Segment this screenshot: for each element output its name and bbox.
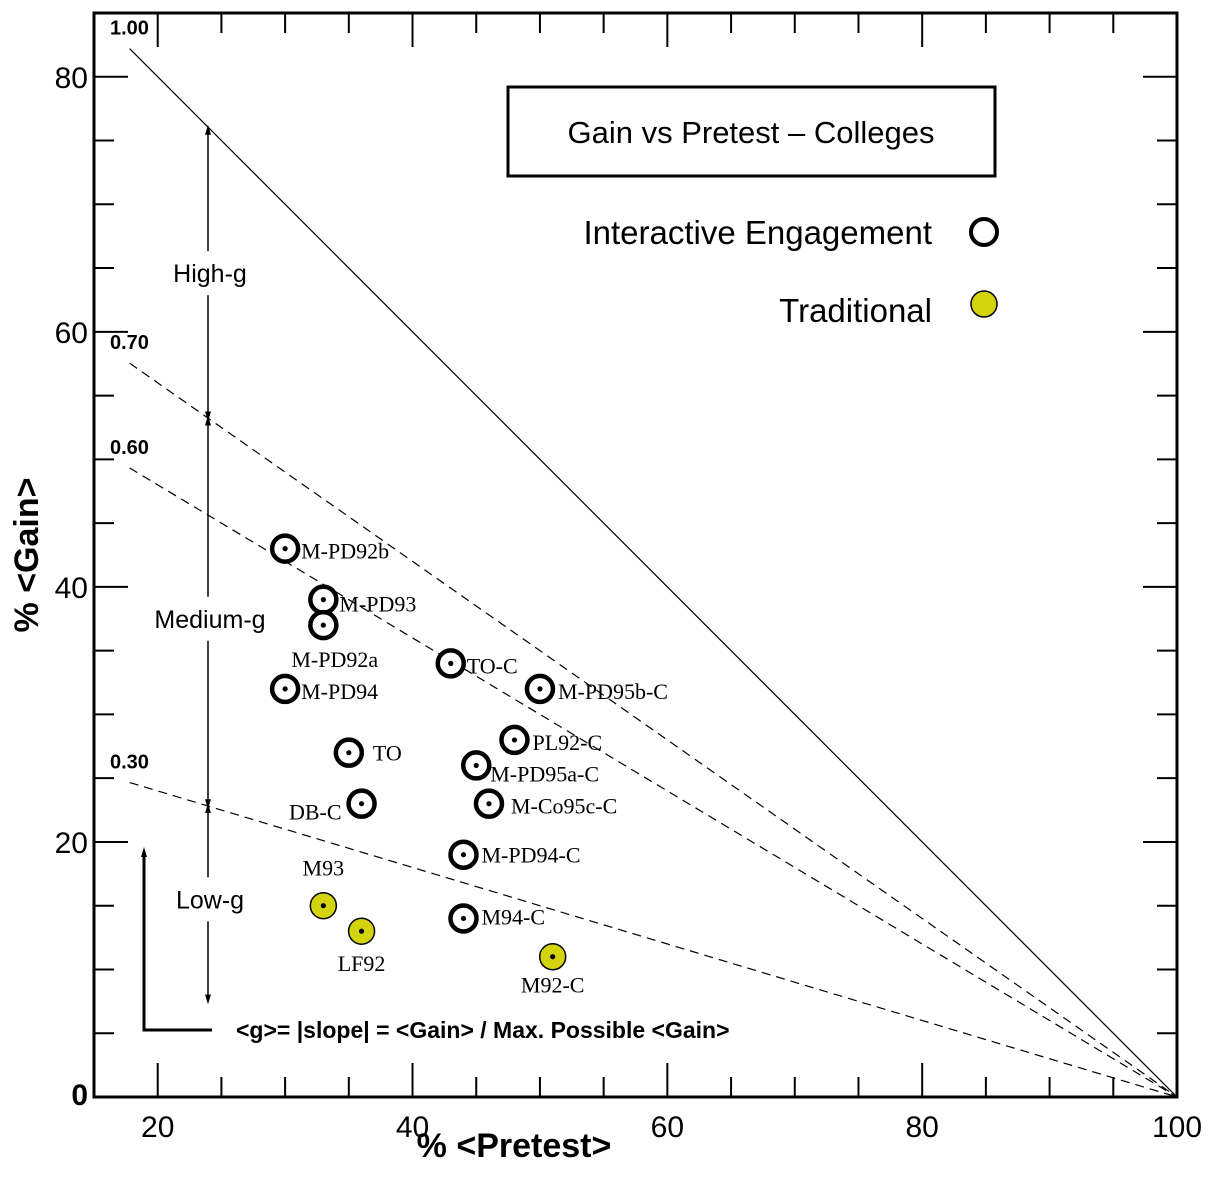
point-center-dot [320,622,326,628]
point-center-dot [550,954,556,960]
point-center-dot [320,903,326,909]
point-center-dot [460,915,467,922]
point-center-dot [473,762,479,769]
point-center-dot [460,852,467,858]
x-tick-label: 20 [141,1111,174,1144]
x-tick-label: 40 [396,1111,429,1144]
legend-marker-traditional [970,290,998,318]
g-line [129,781,1178,1098]
x-tick-label: 60 [651,1111,684,1144]
point-center-dot [358,928,365,934]
point-label: PL92-C [532,730,602,755]
legend-title-box [506,85,997,178]
band-label: Medium-g [154,606,265,634]
g-line [129,467,1178,1098]
legend-entry-interactive: Interactive Engagement [583,214,932,251]
g-line-label: 0.30 [110,752,149,774]
g-band-arrows: High-g Medium-g Low-g [154,124,266,1005]
point-label: M-PD95a-C [490,761,599,786]
g-line [129,48,1178,1098]
band-label: Low-g [176,886,244,914]
point-center-dot [486,801,492,807]
point-center-dot [320,597,326,603]
point-label: TO-C [467,653,518,678]
legend-marker-interactive [969,217,999,247]
point-center-dot [346,750,352,756]
point-label: M-PD92b [301,539,389,564]
g-reference-lines: 1.00 0.70 0.60 0.30 [110,18,1178,1098]
y-tick-label: 40 [55,572,88,605]
point-center-dot [537,686,543,692]
point-center-dot [448,660,454,667]
y-tick-label: 20 [55,827,88,860]
g-line-label: 0.60 [110,437,149,459]
legend-title: Gain vs Pretest – Colleges [567,115,934,150]
data-points: M-PD92b M-PD93 M-PD92a M-PD94 TO-C M-PD95b-C P… [269,533,668,998]
g-line [129,362,1178,1098]
point-label: LF92 [338,951,386,976]
y-axis-title: % <Gain> [8,478,46,633]
y-tick-label: 80 [55,62,88,95]
point-center-dot [511,737,518,743]
point-label: TO [373,741,402,766]
plot-frame [92,11,1179,1099]
y-tick-label: 60 [55,317,88,350]
point-label: M-PD94-C [481,843,580,868]
legend-entry-traditional: Traditional [779,292,932,329]
g-line-label: 0.70 [110,332,149,354]
point-center-dot [282,686,288,692]
point-center-dot [282,546,288,552]
point-label: M-PD95b-C [558,679,668,704]
formula-arrow [141,847,212,1032]
point-label: DB-C [289,800,342,825]
x-tick-label: 80 [905,1111,938,1144]
axis-ticks: 20 40 60 80 100 0 20 40 60 80 [55,13,1202,1144]
point-label: M92-C [521,973,585,998]
point-label: M94-C [481,904,545,929]
formula-annotation: <g>= |slope| = <Gain> / Max. Possible <G… [236,1017,730,1043]
point-label: M93 [303,856,345,881]
x-tick-label: 100 [1152,1111,1202,1144]
y-tick-label: 0 [71,1079,88,1112]
point-label: M-PD92a [291,647,378,672]
point-label: M-PD94 [301,679,378,704]
g-line-label: 1.00 [110,18,149,40]
point-label: M-PD93 [339,592,416,617]
point-center-dot [358,801,365,807]
x-axis-title: % <Pretest> [417,1127,612,1165]
point-label: M-Co95c-C [511,794,617,819]
band-label: High-g [173,260,247,288]
